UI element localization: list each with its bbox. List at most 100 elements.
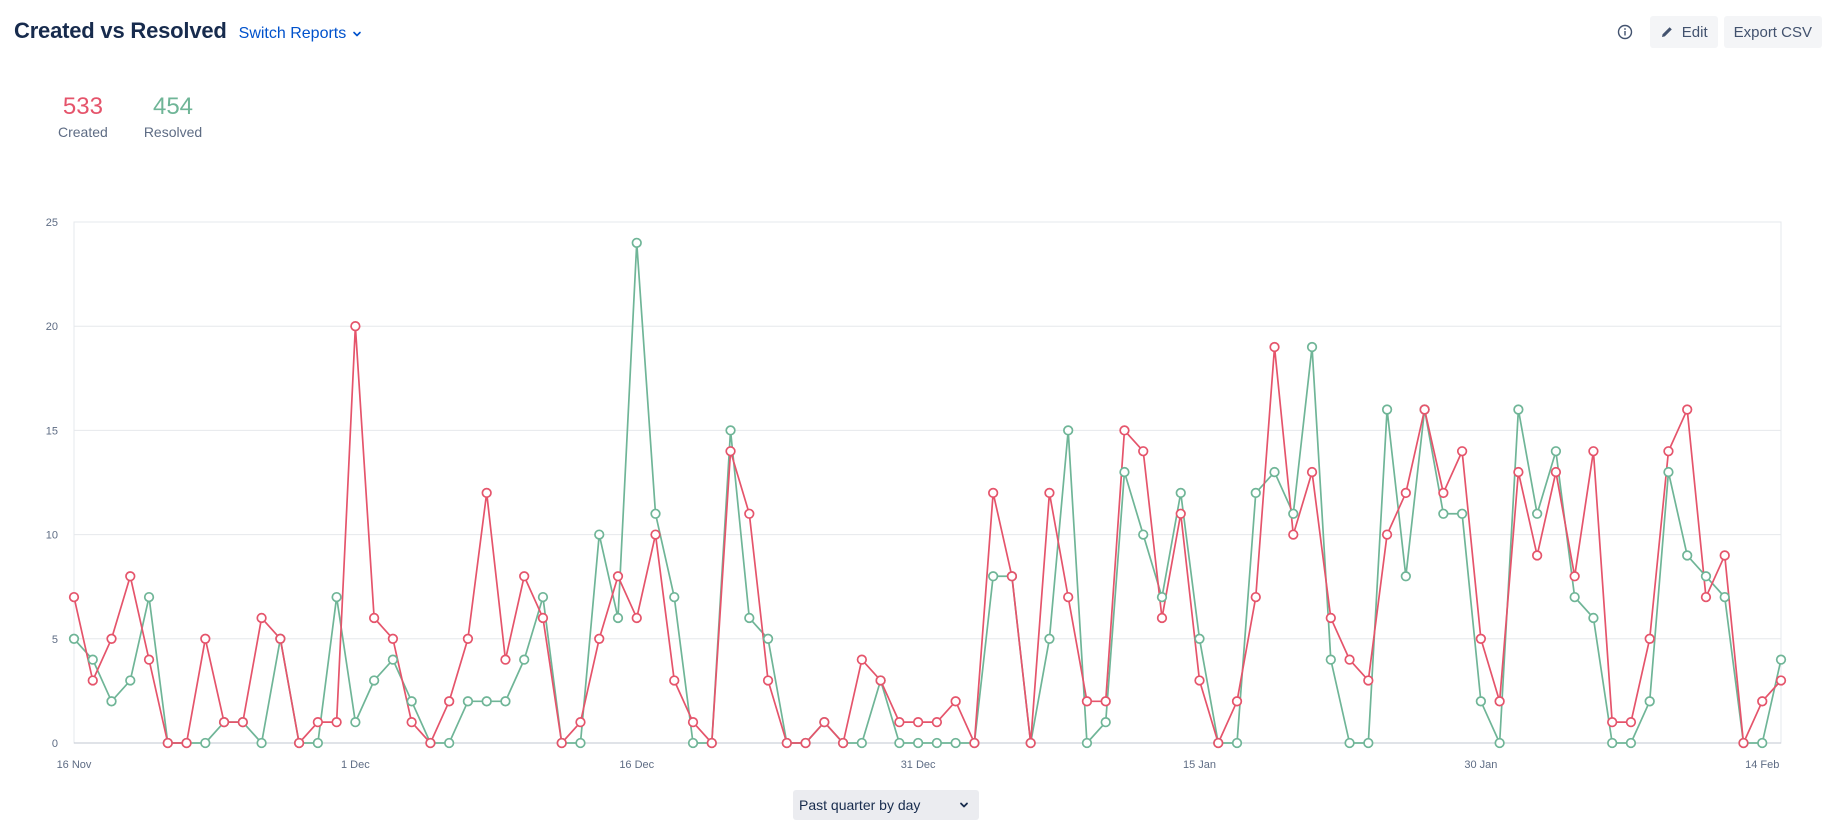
created-data-point (894, 717, 905, 728)
export-csv-button[interactable]: Export CSV (1723, 16, 1822, 48)
created-data-point (293, 737, 305, 749)
resolved-data-point (1475, 696, 1487, 707)
resolved-data-point (1325, 654, 1336, 665)
resolved-data-point (125, 675, 136, 686)
created-data-point (931, 717, 943, 728)
created-data-point (331, 717, 342, 728)
created-data-point (1607, 717, 1618, 728)
created-data-point (200, 633, 211, 644)
created-data-point (1438, 487, 1449, 499)
resolved-data-point (1175, 487, 1186, 499)
resolved-data-point (912, 737, 924, 749)
created-data-point (819, 717, 830, 728)
toolbar: Edit Export CSV (1612, 16, 1822, 48)
chevron-down-icon (353, 31, 362, 37)
created-data-point (1719, 550, 1730, 561)
resolved-data-point (988, 571, 999, 582)
created-data-point (1381, 529, 1393, 540)
resolved-data-point (1456, 508, 1468, 519)
created-data-point (1194, 675, 1205, 686)
y-tick-label: 25 (46, 217, 58, 229)
created-data-point (594, 633, 605, 644)
created-stat: 533 Created (58, 92, 108, 140)
resolved-data-point (1757, 737, 1768, 749)
created-data-point (706, 737, 717, 749)
resolved-data-point (1081, 737, 1093, 749)
created-data-point (181, 737, 192, 749)
created-data-point (856, 654, 867, 665)
resolved-data-point (612, 612, 624, 624)
resolved-data-point (950, 737, 961, 749)
resolved-data-point (462, 696, 474, 707)
created-data-point (1400, 487, 1411, 499)
resolved-data-point (669, 591, 680, 603)
created-data-point (575, 717, 586, 728)
export-csv-label: Export CSV (1733, 23, 1812, 41)
created-data-point (1306, 466, 1318, 478)
created-data-point (406, 717, 417, 728)
created-data-point (1682, 404, 1693, 415)
resolved-label: Resolved (143, 124, 203, 140)
x-tick-label: 1 Dec (341, 759, 370, 771)
resolved-data-point (1156, 591, 1168, 603)
created-label: Created (58, 124, 108, 140)
created-data-point (1588, 446, 1599, 457)
resolved-data-point (200, 737, 211, 749)
created-data-point (1419, 404, 1430, 415)
resolved-data-point (1663, 466, 1674, 478)
created-data-point (556, 737, 567, 749)
created-data-point (1738, 737, 1749, 749)
created-data-point (969, 737, 980, 749)
created-data-point (1644, 633, 1655, 644)
created-data-point (1025, 737, 1036, 749)
created-data-point (1156, 612, 1168, 624)
switch-reports-label: Switch Reports (238, 25, 347, 42)
created-data-point (462, 633, 474, 644)
resolved-data-point (1381, 404, 1393, 415)
created-data-point (1363, 675, 1374, 686)
created-data-point (237, 717, 248, 728)
created-data-point (988, 487, 999, 499)
created-data-point (519, 571, 530, 582)
resolved-data-point (87, 654, 98, 665)
resolved-data-point (1682, 550, 1693, 561)
resolved-data-point (68, 633, 80, 644)
edit-button[interactable]: Edit (1649, 16, 1718, 48)
created-data-point (106, 633, 117, 644)
created-data-point (1344, 654, 1355, 665)
resolved-data-point (519, 654, 530, 665)
plot-area (73, 221, 1782, 744)
switch-reports-button[interactable]: Switch Reports (239, 25, 363, 43)
created-data-point (1475, 633, 1487, 644)
created-data-point (875, 675, 886, 686)
range-select[interactable]: Past quarter by day (793, 790, 979, 820)
created-data-point (312, 717, 324, 728)
resolved-data-point (762, 633, 774, 644)
resolved-data-point (1250, 487, 1261, 499)
x-tick-label: 31 Dec (901, 759, 936, 771)
resolved-data-point (1138, 529, 1149, 540)
page-title: Created vs Resolved (14, 18, 227, 43)
created-data-point (1494, 696, 1505, 707)
resolved-data-point (650, 508, 661, 519)
created-data-point (1531, 550, 1543, 561)
created-data-point (1325, 612, 1336, 624)
resolved-data-point (1513, 404, 1524, 415)
info-icon[interactable] (1612, 19, 1638, 45)
created-data-point (162, 737, 173, 749)
created-data-point (218, 717, 230, 728)
resolved-count: 454 (152, 93, 194, 120)
created-data-point (631, 612, 642, 624)
range-select-value: Past quarter by day (799, 797, 921, 813)
created-data-point (725, 446, 736, 457)
resolved-data-point (1438, 508, 1449, 519)
created-data-point (1700, 591, 1712, 603)
y-tick-label: 0 (52, 738, 58, 750)
created-data-point (1663, 446, 1674, 457)
resolved-data-point (1569, 591, 1580, 603)
resolved-data-point (931, 737, 943, 749)
created-data-point (1569, 571, 1580, 582)
resolved-data-point (1531, 508, 1543, 519)
resolved-data-point (106, 696, 117, 707)
created-data-point (256, 612, 267, 624)
